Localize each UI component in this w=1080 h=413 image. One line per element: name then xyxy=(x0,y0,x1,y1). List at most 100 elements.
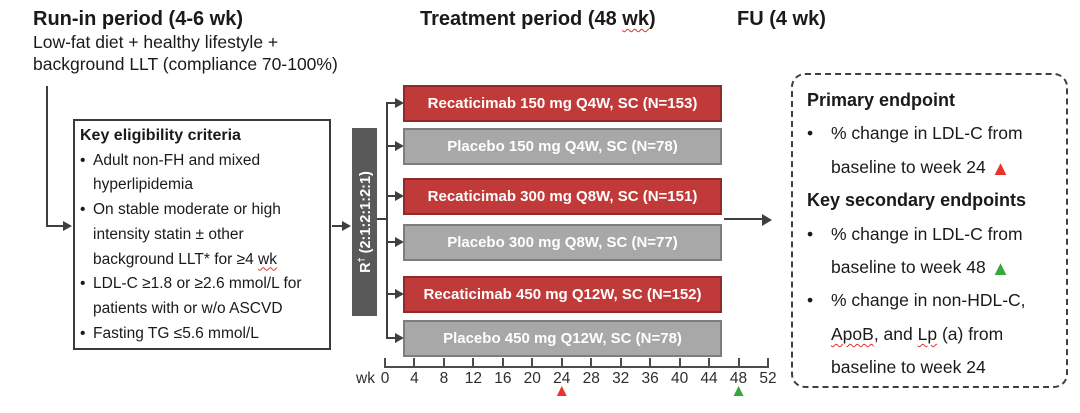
follow-up-title: FU (4 wk) xyxy=(737,8,826,30)
axis-tick xyxy=(737,358,740,368)
arrow-right-icon xyxy=(342,221,351,231)
axis-tick-label: 36 xyxy=(641,370,659,387)
primary-endpoint-bullet: • % change in LDL-C from baseline to wee… xyxy=(807,117,1056,184)
secondary-endpoints-title: Key secondary endpoints xyxy=(807,190,1027,211)
eligibility-bullet-1: • Adult non-FH and mixed hyperlipidemia xyxy=(80,149,326,198)
randomization-bar: R† (2:1:2:1:2:1) xyxy=(352,128,377,316)
branch-hline xyxy=(388,102,396,104)
treatment-title-text: Treatment period (48 xyxy=(420,8,623,30)
eligibility-to-r-hline xyxy=(332,225,343,227)
bullet-line-text: (a) from xyxy=(937,323,1004,344)
week-axis-unit-label: wk xyxy=(356,370,375,387)
bullet-line: % change in LDL-C from xyxy=(831,123,1023,144)
axis-tick xyxy=(442,358,445,368)
branch-hline xyxy=(388,195,396,197)
bullet-line: baseline to week 24 ▲ xyxy=(831,151,1023,184)
axis-tick xyxy=(384,358,386,368)
bullet-line: baseline to week 24 xyxy=(831,357,986,378)
eligibility-criteria-box: Key eligibility criteria • Adult non-FH … xyxy=(73,119,331,350)
bullet-line: hyperlipidemia xyxy=(93,176,193,194)
eligibility-title: Key eligibility criteria xyxy=(80,127,241,144)
branch-hline xyxy=(388,145,396,147)
run-in-subtitle-line1: Low-fat diet + healthy lifestyle + xyxy=(33,32,279,52)
axis-tick-label: 52 xyxy=(759,370,777,387)
secondary-endpoint-bullet-1: • % change in LDL-C from baseline to wee… xyxy=(807,218,1056,285)
axis-tick-label: 12 xyxy=(464,370,482,387)
run-in-subtitle-line2: background LLT (compliance 70-100%) xyxy=(33,54,338,74)
bullet-line: % change in LDL-C from xyxy=(831,223,1023,244)
treatment-title-wavy-word: wk xyxy=(622,8,649,30)
week-axis: 0 4 8 12 16 20 24 28 32 36 40 44 48 52 ▲ ▲ xyxy=(381,358,777,413)
arm-bar-recaticimab-150: Recaticimab 150 mg Q4W, SC (N=153) xyxy=(403,85,722,122)
branch-vline xyxy=(386,102,388,339)
axis-tick xyxy=(678,358,681,368)
arrow-right-icon xyxy=(395,333,404,343)
bullet-line-text: background LLT* for ≥4 xyxy=(93,250,259,268)
bullet-line: % change in non-HDL-C, xyxy=(831,290,1026,311)
bullet-icon: • xyxy=(80,201,86,219)
arrow-right-icon xyxy=(63,221,72,231)
treatment-title-suffix: ) xyxy=(648,8,656,30)
bullet-line-text: , and xyxy=(873,323,918,344)
eligibility-bullet-2: • On stable moderate or high intensity s… xyxy=(80,198,326,272)
branch-hline xyxy=(388,337,396,339)
dagger-icon: † xyxy=(355,257,366,263)
eligibility-bullet-4: • Fasting TG ≤5.6 mmol/L xyxy=(80,322,326,347)
axis-tick xyxy=(619,358,622,368)
bullet-icon: • xyxy=(80,151,86,169)
endpoints-box: Primary endpoint • % change in LDL-C fro… xyxy=(791,73,1068,388)
bullet-icon: • xyxy=(807,123,814,144)
bullet-line: Adult non-FH and mixed xyxy=(93,151,261,169)
bullet-line: background LLT* for ≥4 wk xyxy=(93,248,326,273)
bullet-line: intensity statin ± other xyxy=(93,225,244,243)
axis-tick-label: 48 xyxy=(729,370,748,387)
arm-bar-placebo-450: Placebo 450 mg Q12W, SC (N=78) xyxy=(403,320,722,357)
arrow-right-icon xyxy=(395,289,404,299)
axis-tick xyxy=(560,358,563,368)
axis-tick-label: 20 xyxy=(523,370,541,387)
arrow-right-icon xyxy=(395,191,404,201)
green-triangle-icon: ▲ xyxy=(990,258,1011,281)
bullet-line-wavy-word: Lp xyxy=(917,323,938,344)
randomization-ratio: (2:1:2:1:2:1) xyxy=(357,171,374,258)
run-in-connector-hline xyxy=(46,225,64,227)
bullet-line: ApoB, and Lp (a) from xyxy=(831,318,1026,351)
axis-tick-label: 24 xyxy=(553,370,571,387)
axis-tick xyxy=(472,358,475,368)
red-triangle-icon: ▲ xyxy=(990,157,1011,180)
axis-tick-label: 40 xyxy=(670,370,689,387)
r-trunk-hline xyxy=(377,218,388,220)
axis-tick xyxy=(767,358,769,368)
arm-bar-recaticimab-450: Recaticimab 450 mg Q12W, SC (N=152) xyxy=(403,276,722,313)
bullet-icon: • xyxy=(80,324,86,342)
eligibility-bullet-3: • LDL-C ≥1.8 or ≥2.6 mmol/L for patients… xyxy=(80,272,326,321)
bullet-icon: • xyxy=(807,290,814,311)
axis-tick-label: 44 xyxy=(700,370,718,387)
bullet-icon: • xyxy=(807,223,814,244)
axis-tick-label: 8 xyxy=(439,370,449,387)
bullet-line-wavy-word: ApoB xyxy=(831,323,874,344)
bullet-line-text: baseline to week 24 xyxy=(831,156,991,177)
week-axis-baseline xyxy=(385,366,768,368)
arrow-right-icon xyxy=(395,237,404,247)
randomization-r: R xyxy=(357,262,374,273)
randomization-label: R† (2:1:2:1:2:1) xyxy=(356,171,374,273)
run-in-period-title: Run-in period (4-6 wk) xyxy=(33,8,243,30)
bullet-line: LDL-C ≥1.8 or ≥2.6 mmol/L for xyxy=(93,275,302,293)
secondary-endpoint-bullet-2: • % change in non-HDL-C, ApoB, and Lp (a… xyxy=(807,284,1056,384)
axis-tick-label: 28 xyxy=(582,370,600,387)
axis-tick xyxy=(531,358,534,368)
branch-hline xyxy=(388,241,396,243)
axis-tick-label: 32 xyxy=(612,370,630,387)
arm-bar-recaticimab-300: Recaticimab 300 mg Q8W, SC (N=151) xyxy=(403,178,722,215)
primary-endpoint-title: Primary endpoint xyxy=(807,90,956,110)
axis-tick-label: 0 xyxy=(380,370,390,387)
branch-hline xyxy=(388,293,396,295)
arm-bar-placebo-300: Placebo 300 mg Q8W, SC (N=77) xyxy=(403,224,722,261)
bullet-line-text: baseline to week 48 xyxy=(831,257,991,278)
bullet-line: Fasting TG ≤5.6 mmol/L xyxy=(93,324,259,342)
axis-tick xyxy=(649,358,652,368)
axis-tick xyxy=(590,358,593,368)
axis-tick xyxy=(708,358,711,368)
